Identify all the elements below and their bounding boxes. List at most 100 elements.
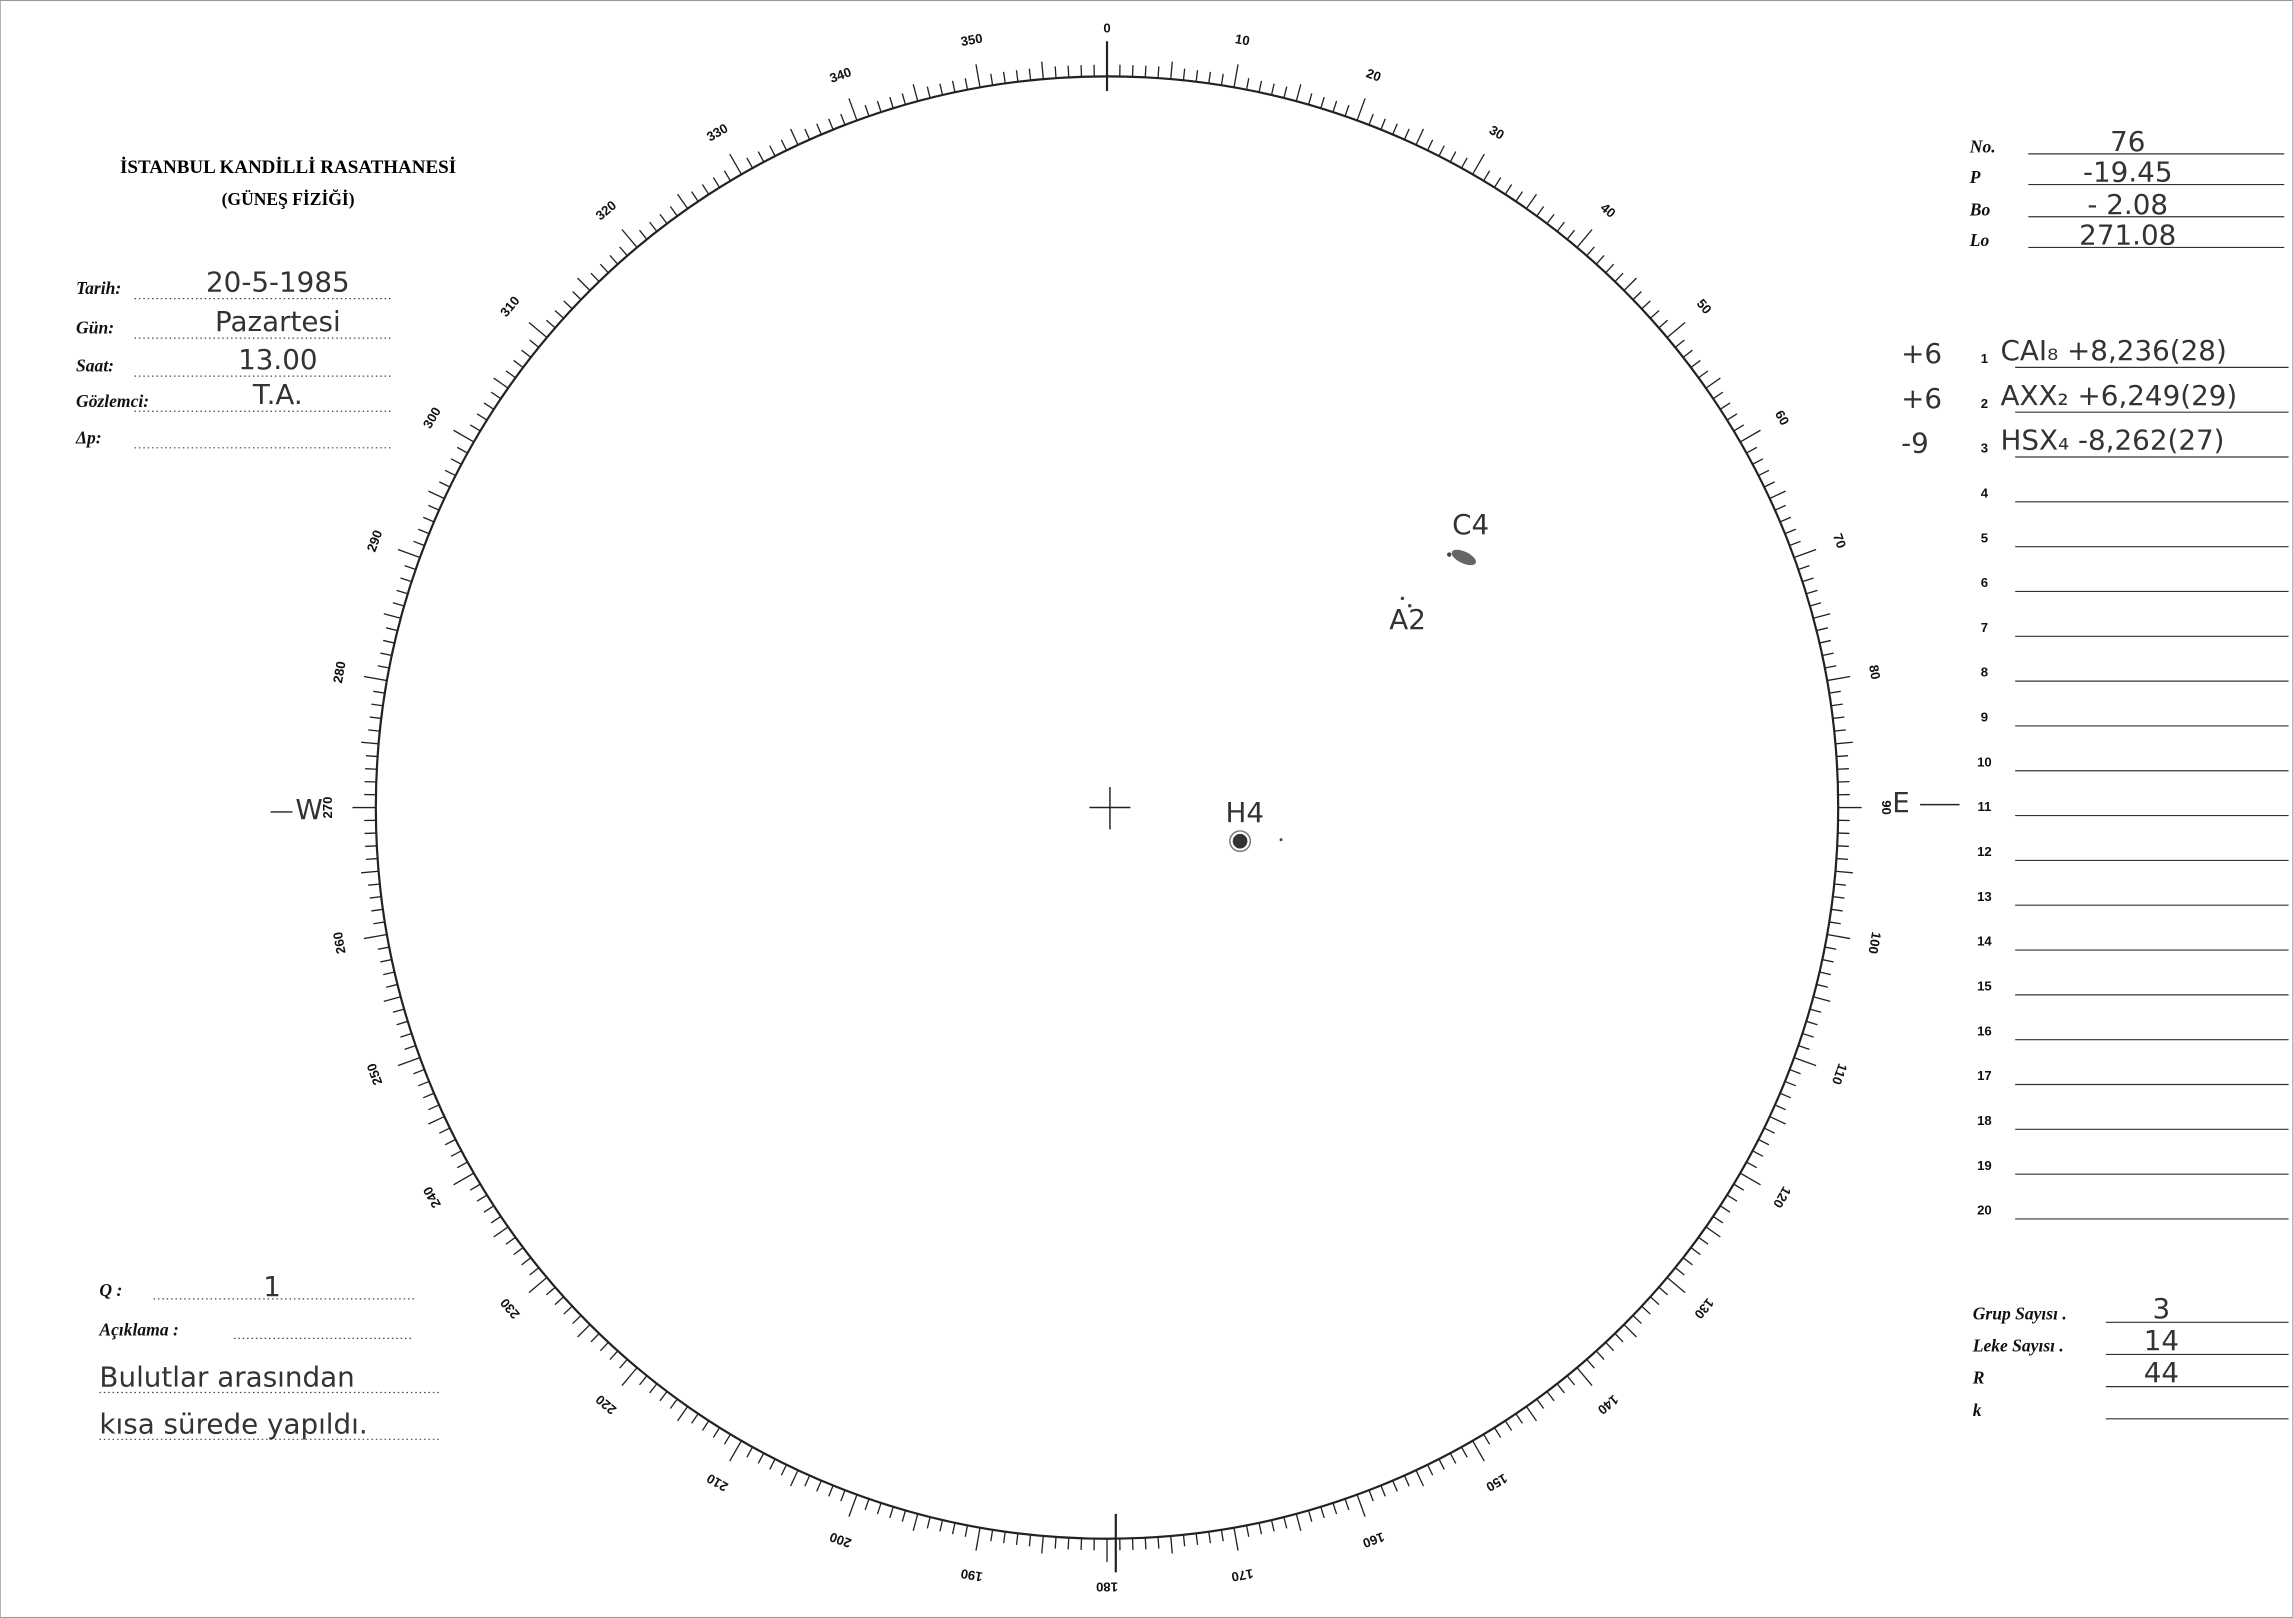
dial-tick: [1774, 1104, 1786, 1111]
sunspot: [1447, 552, 1452, 557]
dial-tick: [638, 229, 648, 240]
dial-tick: [619, 246, 628, 257]
dial-tick: [1002, 1531, 1006, 1544]
dial-tick: [939, 1519, 944, 1532]
dial-tick: [1746, 1161, 1758, 1169]
dial-tick: [513, 1247, 524, 1256]
dial-tick: [1705, 1226, 1721, 1238]
dial-tick: [729, 153, 742, 175]
dial-tick: [545, 319, 556, 329]
dial-tick: [1041, 1535, 1044, 1554]
dial-tick: [1826, 933, 1851, 940]
dial-tick: [529, 339, 540, 348]
dial-tick: [439, 481, 451, 488]
remark-line: kısa sürede yapıldı.: [99, 1407, 367, 1440]
dial-tick: [1015, 70, 1019, 82]
dial-tick: [1283, 86, 1288, 99]
dial-tick: [712, 1427, 721, 1438]
dial-tick: [951, 1522, 956, 1535]
dial-tick: [400, 577, 412, 583]
dial-tick: [1836, 857, 1849, 861]
dial-label: 40: [1598, 200, 1619, 221]
dial-tick: [864, 104, 870, 117]
dial-tick: [1605, 263, 1615, 274]
summary-label: k: [1973, 1400, 1982, 1420]
spot-label: A2: [1389, 603, 1426, 636]
dial-label: 90: [1879, 800, 1894, 815]
dial-tick: [469, 1183, 481, 1191]
field-label: Δp:: [75, 427, 102, 447]
row-number: 15: [1977, 978, 1992, 993]
dial-tick: [1220, 73, 1224, 86]
summary-value: 44: [2144, 1356, 2179, 1389]
header-title: İSTANBUL KANDİLLİ RASATHANESİ: [120, 157, 456, 178]
dial-tick: [371, 908, 384, 912]
dial-tick: [380, 958, 392, 963]
summary-value: 14: [2144, 1324, 2179, 1357]
dial-tick: [368, 883, 380, 886]
sunspot-penumbra: [1229, 830, 1252, 853]
dial-tick: [1270, 1519, 1275, 1532]
dial-tick: [590, 1333, 600, 1343]
dial-tick: [528, 1277, 548, 1294]
dial-tick: [1832, 895, 1845, 899]
dial-tick: [1674, 1267, 1685, 1276]
dial-tick: [609, 255, 619, 265]
dial-tick: [1525, 193, 1538, 209]
dial-tick: [1769, 490, 1786, 500]
dial-tick: [1835, 741, 1853, 745]
row-number: 20: [1977, 1203, 1992, 1218]
dial-tick: [1733, 424, 1745, 432]
dial-tick: [476, 1194, 488, 1202]
dial-label: 60: [1772, 408, 1792, 428]
sunspot: [1400, 596, 1405, 601]
dial-tick: [368, 729, 380, 732]
dial-label: 0: [1103, 20, 1110, 35]
dial-tick: [396, 1020, 408, 1026]
dial-tick: [649, 1383, 658, 1394]
dial-tick: [1002, 71, 1006, 84]
field-label: Tarih:: [76, 278, 121, 298]
dial-tick: [1793, 548, 1817, 559]
dial-tick: [901, 93, 907, 105]
parameter-value: - 2.08: [2087, 188, 2168, 221]
dial-tick: [1835, 870, 1853, 874]
dial-tick: [377, 946, 390, 950]
dial-tick: [701, 1420, 710, 1431]
dial-tick: [1798, 565, 1810, 571]
dial-tick: [1546, 1391, 1555, 1402]
dial-tick: [912, 84, 919, 102]
field-value: Pazartesi: [215, 305, 341, 338]
dial-tick: [840, 113, 846, 126]
dial-tick: [1829, 690, 1841, 694]
dial-tick: [746, 157, 754, 169]
dial-tick: [1746, 446, 1758, 454]
dial-tick: [659, 1391, 668, 1402]
dial-tick: [1283, 1516, 1288, 1529]
dial-tick: [373, 921, 385, 925]
dial-tick: [1144, 65, 1147, 78]
dial-tick: [1195, 70, 1199, 82]
dial-tick: [428, 1104, 440, 1111]
dial-tick: [1802, 577, 1814, 583]
dial-tick: [691, 1413, 699, 1424]
dial-tick: [428, 490, 445, 500]
dial-tick: [371, 703, 384, 707]
dial-tick: [1824, 665, 1837, 669]
field-label: Gün:: [76, 318, 114, 338]
dial-tick: [1472, 153, 1485, 175]
dial-tick: [1415, 1469, 1425, 1487]
dial-tick: [1415, 128, 1425, 146]
dial-tick: [1392, 1480, 1398, 1492]
dial-label: 30: [1487, 122, 1507, 142]
dial-tick: [1632, 291, 1642, 301]
dial-tick: [363, 675, 388, 682]
dial-tick: [1682, 1257, 1693, 1266]
dial-label: 200: [828, 1529, 854, 1551]
row-number: 11: [1977, 799, 1991, 814]
dial-tick: [889, 1506, 894, 1519]
dial-tick: [483, 1205, 495, 1213]
dial-tick: [1789, 540, 1801, 547]
dial-tick: [563, 1305, 573, 1315]
dial-tick: [1649, 1296, 1660, 1306]
